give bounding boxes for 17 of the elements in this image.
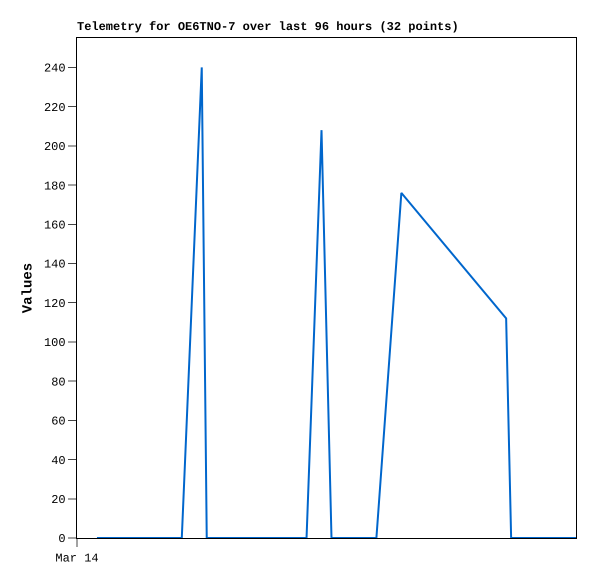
y-tick-label: 40 [51, 454, 66, 468]
y-tick-label: 20 [51, 492, 66, 507]
line-series [96, 66, 576, 538]
y-tick-label: 180 [44, 179, 66, 194]
y-axis-title: Values [20, 262, 37, 314]
y-tick-label: 0 [58, 532, 66, 546]
y-tick-label: 220 [44, 100, 66, 115]
x-tick-label: Mar 14 [55, 551, 99, 566]
y-tick-label: 60 [51, 414, 66, 429]
y-tick-label: 160 [44, 218, 66, 232]
y-tick-label: 140 [44, 258, 66, 272]
y-tick-label: 80 [51, 375, 66, 390]
y-tick-label: 200 [44, 140, 66, 154]
y-tick-label: 120 [44, 296, 66, 311]
chart-title: Telemetry for OE6TNO-7 over last 96 hours (32 points) [77, 20, 459, 34]
y-tick-label: 240 [44, 62, 66, 76]
y-tick-label: 100 [44, 336, 66, 350]
